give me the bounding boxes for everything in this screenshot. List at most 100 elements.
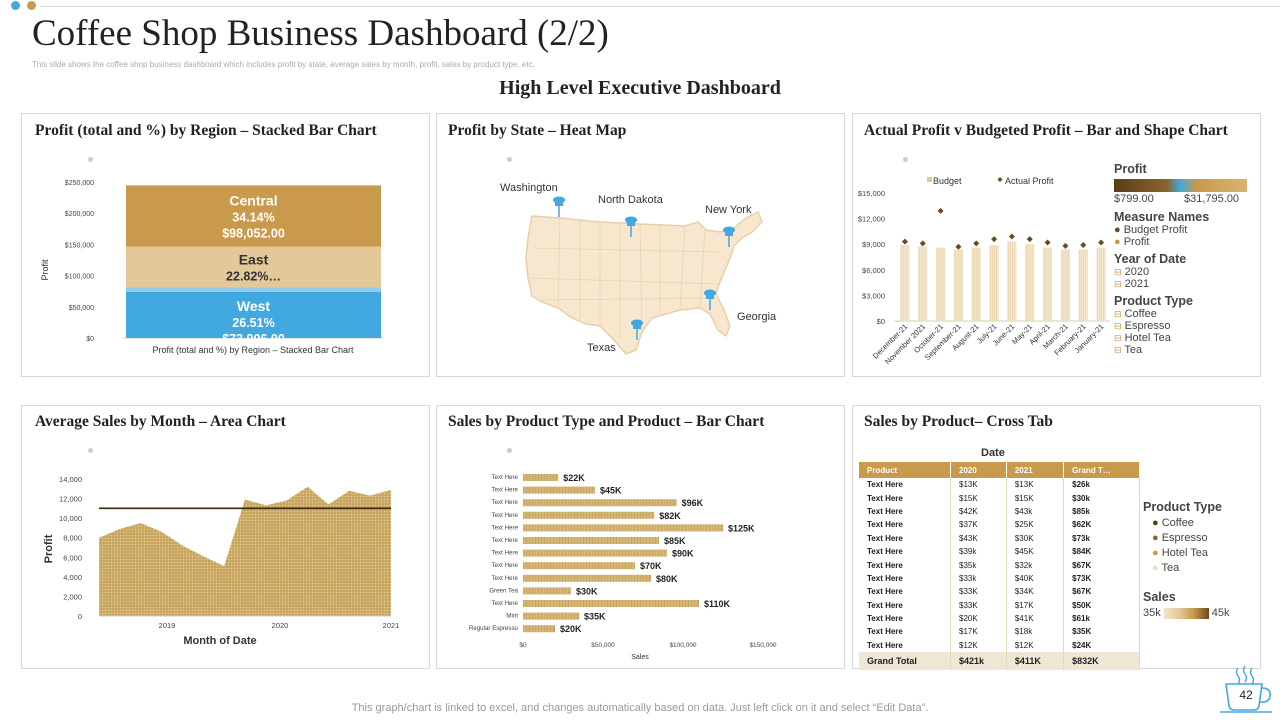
page-title: Coffee Shop Business Dashboard (2/2)	[32, 13, 609, 54]
table-cell: $30K	[1006, 531, 1065, 545]
area-chart-title: Average Sales by Month – Area Chart	[35, 413, 286, 430]
table-cell: $50K	[1063, 598, 1140, 612]
state-label-north-dakota: North Dakota	[598, 194, 663, 206]
ct-legend-coffee-label: Coffee	[1161, 517, 1194, 529]
bar-value-label: $125K	[728, 523, 755, 533]
us-map-shape	[525, 210, 763, 355]
legend-budget-label: Budget	[933, 176, 962, 186]
budget-bar	[953, 249, 963, 321]
connector-dot	[88, 157, 93, 162]
budget-bar	[936, 247, 946, 321]
coffee-cup-icon	[1220, 665, 1272, 713]
table-cell: $20K	[950, 611, 1007, 626]
central-label: 34.14%	[232, 210, 274, 224]
bar-value-label: $22K	[563, 473, 585, 483]
profit-region-y-axis: $250,000 $200,000 $150,000 $100,000 $50,000 $…	[65, 180, 94, 343]
table-cell: $12K	[950, 638, 1007, 653]
state-label-new-york: New York	[705, 204, 752, 216]
cross-tab-header[interactable]: Product	[859, 462, 952, 478]
bar-category-label: Text Here	[492, 550, 519, 557]
table-row: Text Here $37K $25K $62K	[859, 518, 1140, 532]
bar-segment-west	[126, 291, 381, 338]
product-type-espresso: ⊟ Espresso	[1114, 320, 1171, 332]
y-tick-label: 4,000	[63, 573, 82, 582]
bar-value-label: $90K	[672, 549, 694, 559]
y-tick-label: $12,000	[858, 215, 885, 224]
heat-map-title: Profit by State – Heat Map	[448, 122, 627, 139]
map-pin-icon[interactable]	[624, 216, 638, 238]
bar-value-label: $35K	[584, 612, 606, 622]
budget-chart-y-axis: $15,000 $12,000 $9,000 $6,000 $3,000 $0	[858, 189, 885, 326]
map-pin-icon[interactable]	[630, 319, 644, 341]
product-bar-x-axis: $0 $50,000 $100,000 $150,000	[519, 642, 777, 649]
bar-value-label: $20K	[560, 624, 582, 634]
us-map[interactable]	[520, 208, 770, 358]
table-cell: $73K	[1063, 571, 1140, 586]
table-cell: $84K	[1063, 544, 1140, 559]
x-tick-label: $0	[519, 642, 527, 649]
year-of-date-title: Year of Date	[1114, 252, 1187, 266]
bar-value-label: $96K	[682, 498, 704, 508]
cross-tab-title: Sales by Product– Cross Tab	[864, 413, 1053, 430]
budget-chart-title: Actual Profit v Budgeted Profit – Bar an…	[864, 122, 1228, 139]
bar-category-label: Text Here	[492, 562, 519, 569]
table-row: Text Here $43K $30K $73k	[859, 531, 1140, 545]
table-cell: $61k	[1063, 611, 1140, 626]
map-pin-icon[interactable]	[552, 196, 566, 218]
bar-category-label: Text Here	[492, 499, 519, 506]
table-cell: $62K	[1063, 518, 1140, 532]
year-2020: ⊟ 2020	[1114, 266, 1150, 278]
section-title: High Level Executive Dashboard	[499, 77, 781, 99]
table-cell: Text Here	[859, 518, 952, 532]
table-cell: $40K	[1006, 571, 1065, 586]
table-cell: Text Here	[859, 478, 952, 492]
east-label: 22.82%…	[226, 270, 281, 284]
y-tick-label: 0	[78, 612, 82, 621]
area-series	[99, 486, 391, 616]
decor-dot-blue	[11, 1, 20, 10]
map-pin-icon[interactable]	[722, 226, 736, 248]
bar-category-label: Mint	[506, 613, 518, 620]
budget-bar	[1060, 249, 1070, 321]
cross-tab-header[interactable]: 2020	[950, 462, 1007, 478]
actual-profit-marker	[1008, 233, 1015, 240]
table-cell: $15K	[1006, 491, 1065, 505]
y-tick-label: $200,000	[65, 211, 94, 218]
product-type-espresso-label: Espresso	[1124, 320, 1171, 332]
ct-legend-tea-label: Tea	[1161, 562, 1180, 574]
sales-bar	[523, 587, 571, 595]
west-label: 26.51%	[232, 316, 274, 330]
product-type-hotel-tea: ⊟ Hotel Tea	[1114, 332, 1171, 344]
area-chart-xlabel: Month of Date	[183, 635, 256, 647]
table-cell: $39k	[950, 544, 1007, 559]
table-cell: $18k	[1006, 625, 1065, 639]
table-cell: Text Here	[859, 531, 952, 545]
year-2020-label: 2020	[1124, 266, 1150, 278]
bar-value-label: $85K	[664, 536, 686, 546]
table-cell: $67K	[1063, 558, 1140, 572]
y-tick-label: $150,000	[65, 242, 94, 249]
profit-region-xlabel: Profit (total and %) by Region – Stacked…	[152, 345, 354, 355]
map-pin-icon[interactable]	[703, 289, 717, 311]
y-tick-label: 8,000	[63, 534, 82, 543]
table-row: Text Here $33k $40K $73K	[859, 571, 1140, 586]
actual-profit-marker	[1026, 236, 1033, 243]
cross-tab-header[interactable]: Grand T…	[1063, 462, 1140, 478]
west-label: $73,906.00	[222, 332, 285, 346]
ct-sales-gradient	[1163, 607, 1209, 619]
table-cell: Text Here	[859, 625, 952, 639]
bar-value-label: $45K	[600, 486, 622, 496]
table-cell: $411K	[1006, 652, 1065, 671]
table-cell: $15K	[950, 491, 1007, 505]
product-type-title: Product Type	[1114, 294, 1193, 308]
table-cell: $26k	[1063, 478, 1140, 492]
budget-bar	[1007, 241, 1017, 321]
cross-tab-header[interactable]: 2021	[1006, 462, 1065, 478]
y-tick-label: $3,000	[862, 291, 885, 300]
table-row: Text Here $17K $18k $35K	[859, 625, 1140, 639]
legend-actual-label: Actual Profit	[1005, 176, 1054, 186]
ct-legend-espresso: ● Espresso	[1152, 532, 1208, 544]
table-row: Text Here $12K $12K $24K	[859, 638, 1140, 653]
bar-category-label: Text Here	[492, 487, 519, 494]
table-cell: Text Here	[859, 558, 952, 572]
